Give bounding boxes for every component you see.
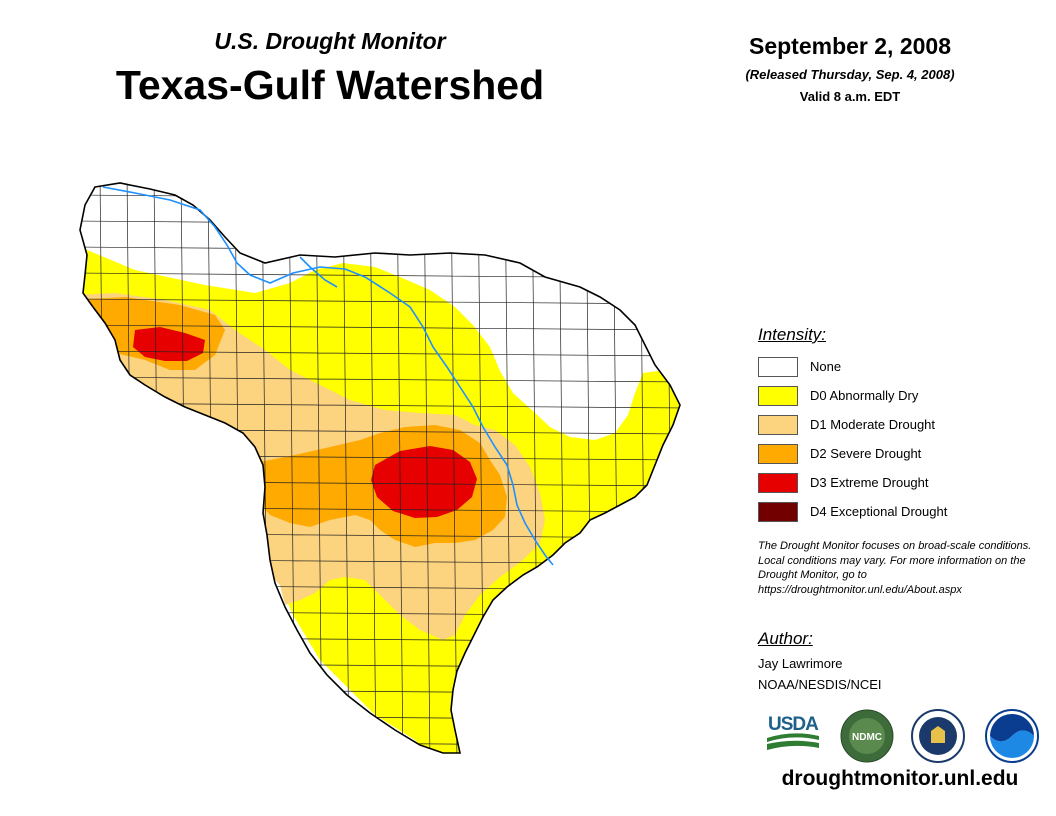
legend-label-d0: D0 Abnormally Dry xyxy=(810,388,919,403)
usda-swoosh-2 xyxy=(767,740,819,750)
noaa-logo xyxy=(985,709,1039,763)
noaa-bird-icon xyxy=(990,714,1034,742)
noaa-wave-icon xyxy=(990,730,1034,758)
legend-label-d1: D1 Moderate Drought xyxy=(810,417,936,432)
usda-logo: USDA xyxy=(767,714,819,750)
trinity-river xyxy=(344,268,554,566)
drought-areas xyxy=(80,183,680,753)
legend-swatch-d0 xyxy=(758,385,798,406)
d3-area xyxy=(133,327,477,518)
legend-item-d1: D1 Moderate Drought xyxy=(758,410,947,439)
legend-swatch-d3 xyxy=(758,472,798,493)
author-organization: NOAA/NESDIS/NCEI xyxy=(758,677,882,692)
legend-label-d3: D3 Extreme Drought xyxy=(810,475,929,490)
legend-item-d3: D3 Extreme Drought xyxy=(758,468,947,497)
legend-label-d2: D2 Severe Drought xyxy=(810,446,922,461)
watershed-map xyxy=(79,182,681,754)
legend-heading: Intensity: xyxy=(758,325,827,344)
red-river xyxy=(102,186,346,284)
rivers xyxy=(102,186,554,566)
author-name: Jay Lawrimore xyxy=(758,656,843,671)
website-url[interactable]: droughtmonitor.unl.edu xyxy=(781,767,1019,790)
valid-time: Valid 8 a.m. EDT xyxy=(799,89,901,104)
usda-logo-text: USDA xyxy=(768,714,819,735)
intensity-legend: None D0 Abnormally Dry D1 Moderate Droug… xyxy=(758,352,947,526)
legend-item-d4: D4 Exceptional Drought xyxy=(758,497,947,526)
legend-item-none: None xyxy=(758,352,947,381)
legend-label-none: None xyxy=(810,359,842,374)
legend-item-d0: D0 Abnormally Dry xyxy=(758,381,947,410)
legend-swatch-none xyxy=(758,356,798,377)
sabine-tributary xyxy=(299,256,338,288)
usda-swoosh-1 xyxy=(767,733,819,742)
legend-label-d4: D4 Exceptional Drought xyxy=(810,504,948,519)
eagle-shield-icon xyxy=(931,726,945,743)
commerce-seal-logo xyxy=(911,709,965,763)
ndmc-logo: NDMC xyxy=(840,709,894,763)
map-subtitle: U.S. Drought Monitor xyxy=(214,28,446,54)
monitor-note: The Drought Monitor focuses on broad-sca… xyxy=(758,540,1032,596)
legend-item-d2: D2 Severe Drought xyxy=(758,439,947,468)
legend-swatch-d1 xyxy=(758,414,798,435)
map-date: September 2, 2008 xyxy=(748,33,951,59)
author-heading: Author: xyxy=(758,629,813,648)
ndmc-logo-text: NDMC xyxy=(852,732,882,743)
map-title: Texas-Gulf Watershed xyxy=(115,62,545,108)
legend-swatch-d4 xyxy=(758,501,798,522)
legend-swatch-d2 xyxy=(758,443,798,464)
release-date: (Released Thursday, Sep. 4, 2008) xyxy=(745,67,955,82)
ndmc-disc xyxy=(849,718,885,754)
